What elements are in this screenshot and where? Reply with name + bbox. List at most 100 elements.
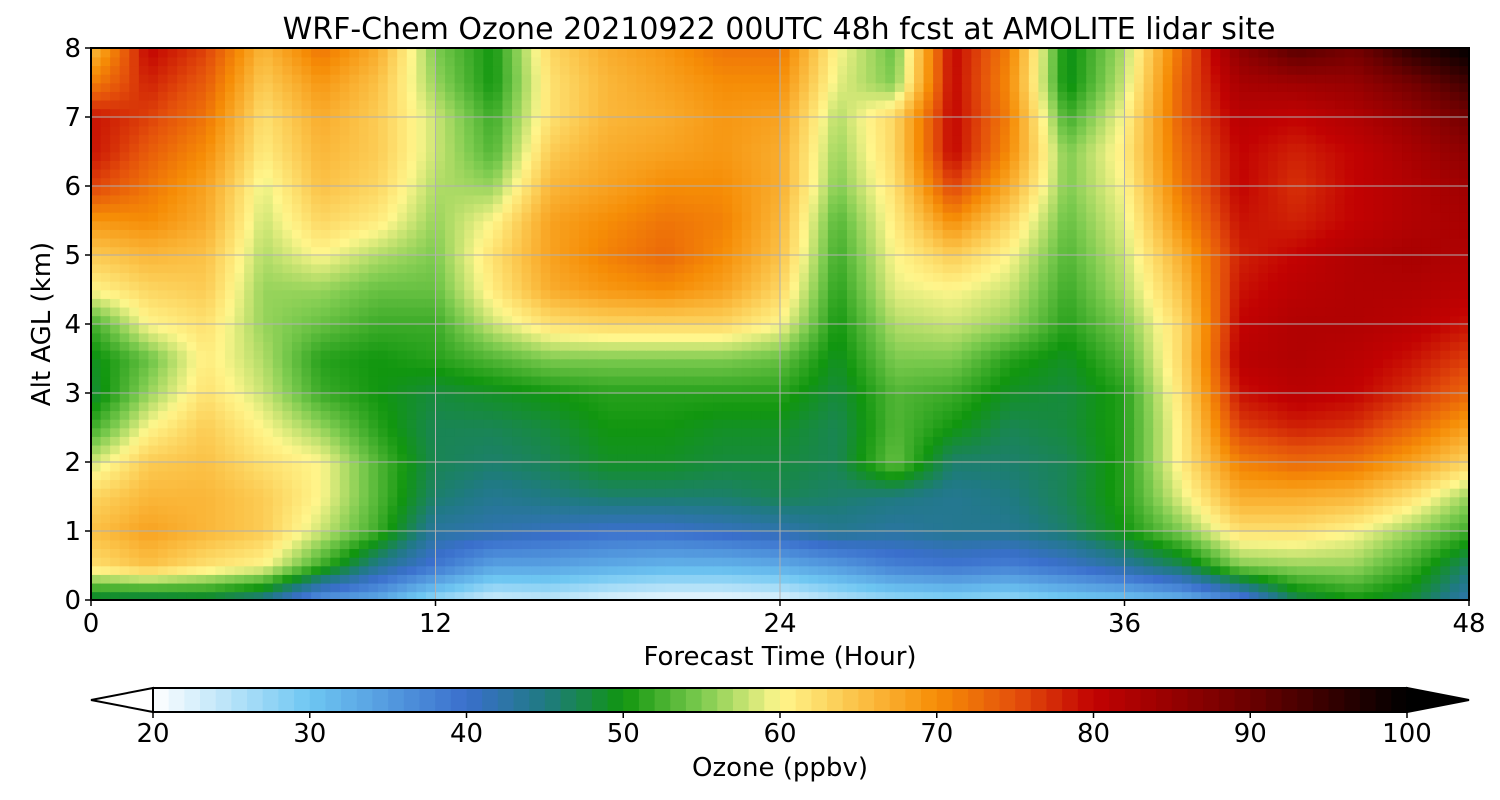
heatmap-cell: [492, 444, 504, 455]
heatmap-cell: [741, 591, 753, 600]
heatmap-cell: [272, 513, 284, 524]
heatmap-cell: [1449, 358, 1461, 368]
heatmap-cell: [1191, 556, 1202, 567]
heatmap-cell: [1114, 332, 1126, 343]
heatmap-cell: [875, 427, 887, 437]
heatmap-cell: [148, 410, 159, 420]
heatmap-cell: [157, 444, 169, 455]
heatmap-cell: [1028, 401, 1040, 412]
heatmap-cell: [244, 306, 255, 317]
heatmap-cell: [1239, 522, 1250, 532]
heatmap-cell: [263, 479, 274, 489]
heatmap-cell: [1047, 375, 1059, 386]
heatmap-cell: [789, 496, 800, 506]
heatmap-cell: [780, 462, 791, 472]
heatmap-cell: [330, 591, 341, 600]
heatmap-cell: [349, 401, 360, 412]
heatmap-cell: [1430, 462, 1442, 472]
heatmap-cell: [358, 574, 370, 584]
heatmap-cell: [1373, 479, 1384, 489]
heatmap-cell: [445, 324, 456, 334]
heatmap-cell: [579, 505, 590, 515]
heatmap-cell: [540, 479, 552, 489]
heatmap-cell: [358, 462, 370, 472]
heatmap-cell: [1287, 539, 1298, 550]
heatmap-cell: [119, 306, 131, 317]
heatmap-cell: [875, 574, 887, 584]
heatmap-cell: [483, 375, 494, 386]
heatmap-cell: [617, 341, 628, 351]
heatmap-cell: [1325, 375, 1336, 386]
heatmap-cell: [1210, 531, 1221, 541]
heatmap-cell: [1134, 479, 1145, 489]
heatmap-cell: [272, 582, 284, 593]
heatmap-cell: [1411, 574, 1422, 584]
heatmap-cell: [531, 401, 542, 412]
heatmap-cell: [167, 591, 178, 600]
heatmap-cell: [224, 548, 236, 558]
heatmap-cell: [904, 306, 915, 317]
heatmap-cell: [406, 427, 418, 437]
heatmap-cell: [1162, 513, 1174, 524]
heatmap-cell: [253, 298, 265, 308]
heatmap-cell: [531, 565, 542, 575]
heatmap-cell: [607, 539, 619, 550]
heatmap-cell: [1440, 487, 1451, 498]
heatmap-cell: [1344, 358, 1355, 368]
heatmap-cell: [588, 444, 599, 455]
heatmap-cell: [818, 306, 829, 317]
heatmap-cell: [770, 375, 781, 386]
heatmap-cell: [1354, 349, 1365, 360]
heatmap-cell: [674, 375, 686, 386]
heatmap-cell: [339, 332, 351, 343]
heatmap-cell: [1382, 574, 1394, 584]
heatmap-cell: [665, 306, 676, 317]
heatmap-cell: [492, 453, 504, 463]
heatmap-cell: [885, 522, 896, 532]
heatmap-cell: [502, 315, 513, 325]
heatmap-cell: [177, 479, 188, 489]
heatmap-cell: [846, 427, 858, 437]
heatmap-cell: [1201, 548, 1212, 558]
heatmap-cell: [492, 401, 504, 412]
heatmap-cell: [215, 324, 226, 334]
heatmap-cell: [368, 513, 379, 524]
heatmap-cell: [1421, 565, 1432, 575]
heatmap-cell: [301, 505, 312, 515]
heatmap-cell: [1210, 513, 1221, 524]
heatmap-cell: [358, 496, 370, 506]
heatmap-cell: [1124, 375, 1135, 386]
heatmap-cell: [1143, 315, 1155, 325]
heatmap-cell: [559, 358, 571, 368]
heatmap-cell: [301, 418, 312, 429]
heatmap-cell: [913, 358, 925, 368]
heatmap-cell: [387, 384, 399, 394]
heatmap-cell: [138, 505, 150, 515]
heatmap-cell: [646, 427, 657, 437]
heatmap-cell: [827, 332, 839, 343]
heatmap-cell: [588, 436, 599, 446]
heatmap-cell: [253, 591, 265, 600]
heatmap-cell: [722, 349, 733, 360]
heatmap-cell: [1000, 418, 1011, 429]
heatmap-cell: [1344, 591, 1355, 600]
heatmap-cell: [1191, 548, 1202, 558]
heatmap-cell: [1239, 479, 1250, 489]
heatmap-cell: [722, 582, 733, 593]
heatmap-cell: [952, 444, 963, 455]
heatmap-cell: [1325, 427, 1336, 437]
heatmap-cell: [1459, 341, 1469, 351]
heatmap-cell: [1191, 582, 1202, 593]
heatmap-cell: [598, 410, 609, 420]
heatmap-cell: [492, 306, 504, 317]
heatmap-cell: [1229, 315, 1241, 325]
heatmap-cell: [378, 418, 389, 429]
heatmap-cell: [1344, 341, 1355, 351]
heatmap-cell: [1315, 436, 1327, 446]
heatmap-cell: [1000, 453, 1011, 463]
heatmap-cell: [789, 427, 800, 437]
heatmap-cell: [1306, 548, 1317, 558]
heatmap-cell: [952, 496, 963, 506]
heatmap-cell: [129, 487, 140, 498]
heatmap-cell: [1449, 582, 1461, 593]
